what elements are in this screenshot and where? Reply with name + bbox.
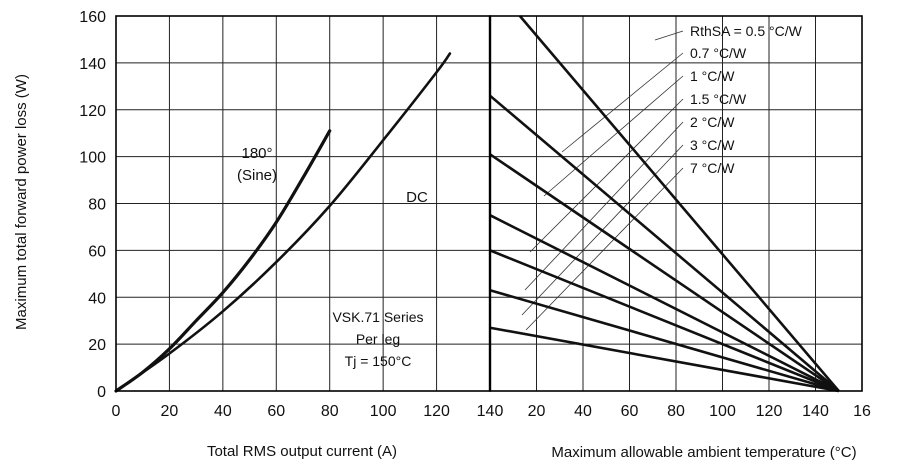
series-note-line2: Per leg bbox=[356, 331, 400, 347]
left-x-tick-label: 140 bbox=[477, 403, 504, 420]
sine-label-text: (Sine) bbox=[237, 167, 277, 184]
rth-leader-line bbox=[525, 167, 684, 331]
right-x-tick-label: 100 bbox=[709, 403, 736, 420]
plot-frames bbox=[115, 15, 863, 392]
series-note-line1: VSK.71 Series bbox=[332, 309, 423, 325]
rth-label-3: 3 °C/W bbox=[690, 137, 735, 153]
y-tick-label: 120 bbox=[79, 103, 106, 120]
y-tick-label: 80 bbox=[88, 197, 106, 214]
rth-leader-line bbox=[543, 75, 684, 197]
left-x-tick-label: 80 bbox=[321, 403, 339, 420]
y-tick-label: 40 bbox=[88, 290, 106, 307]
left-x-tick-label: 0 bbox=[112, 403, 121, 420]
left-grid bbox=[116, 16, 490, 391]
left-x-tick-label: 40 bbox=[214, 403, 232, 420]
right-x-axis-label: Maximum allowable ambient temperature (°… bbox=[551, 444, 856, 461]
y-tick-label: 0 bbox=[97, 384, 106, 401]
rth-0-7-line bbox=[489, 94, 840, 392]
dc-label: DC bbox=[406, 189, 428, 206]
rth-label-2: 2 °C/W bbox=[690, 114, 735, 130]
y-tick-label: 20 bbox=[88, 337, 106, 354]
right-x-tick-label: 140 bbox=[802, 403, 829, 420]
sine-label-degrees: 180° bbox=[241, 145, 272, 162]
right-x-tick-label: 120 bbox=[756, 403, 783, 420]
y-tick-label: 60 bbox=[88, 243, 106, 260]
rth-leader-line bbox=[561, 52, 684, 153]
series-note-line3: Tj = 150°C bbox=[345, 353, 412, 369]
right-x-tick-label: 40 bbox=[574, 403, 592, 420]
right-x-tick-label: 20 bbox=[528, 403, 546, 420]
right-x-tick-label: 16 bbox=[853, 403, 871, 420]
rth-label-0-5: RthSA = 0.5 °C/W bbox=[690, 23, 803, 39]
right-series bbox=[489, 15, 840, 393]
right-x-tick-label: 60 bbox=[621, 403, 639, 420]
rth-1-line bbox=[489, 153, 840, 393]
rth-1-5-line bbox=[489, 214, 840, 393]
left-x-tick-label: 20 bbox=[161, 403, 179, 420]
left-x-tick-label: 100 bbox=[370, 403, 397, 420]
rth-7-line bbox=[489, 326, 839, 393]
right-grid bbox=[490, 16, 862, 391]
rth-3-line bbox=[489, 288, 840, 393]
tick-labels: 0 20 40 60 80 100 120 140 160 0 20 40 60 80 100 120 140 2… bbox=[79, 9, 871, 420]
left-x-tick-label: 120 bbox=[423, 403, 450, 420]
y-tick-label: 100 bbox=[79, 150, 106, 167]
left-series bbox=[114, 52, 452, 393]
rth-label-7: 7 °C/W bbox=[690, 160, 735, 176]
right-x-tick-label: 80 bbox=[667, 403, 685, 420]
rth-leader-line bbox=[524, 121, 684, 291]
left-x-axis-label: Total RMS output current (A) bbox=[207, 443, 397, 460]
rth-2-line bbox=[489, 249, 840, 393]
rth-label-1-5: 1.5 °C/W bbox=[690, 91, 747, 107]
rth-leader-line bbox=[654, 30, 684, 41]
rth-leader-line bbox=[529, 98, 684, 253]
rth-label-1: 1 °C/W bbox=[690, 68, 735, 84]
rth-label-0-7: 0.7 °C/W bbox=[690, 45, 747, 61]
y-axis-label: Maximum total forward power loss (W) bbox=[13, 74, 30, 330]
dc-curve bbox=[114, 52, 452, 393]
y-tick-label: 160 bbox=[79, 9, 106, 26]
rth-0-5-line bbox=[518, 15, 840, 392]
y-tick-label: 140 bbox=[79, 56, 106, 73]
left-x-tick-label: 60 bbox=[267, 403, 285, 420]
